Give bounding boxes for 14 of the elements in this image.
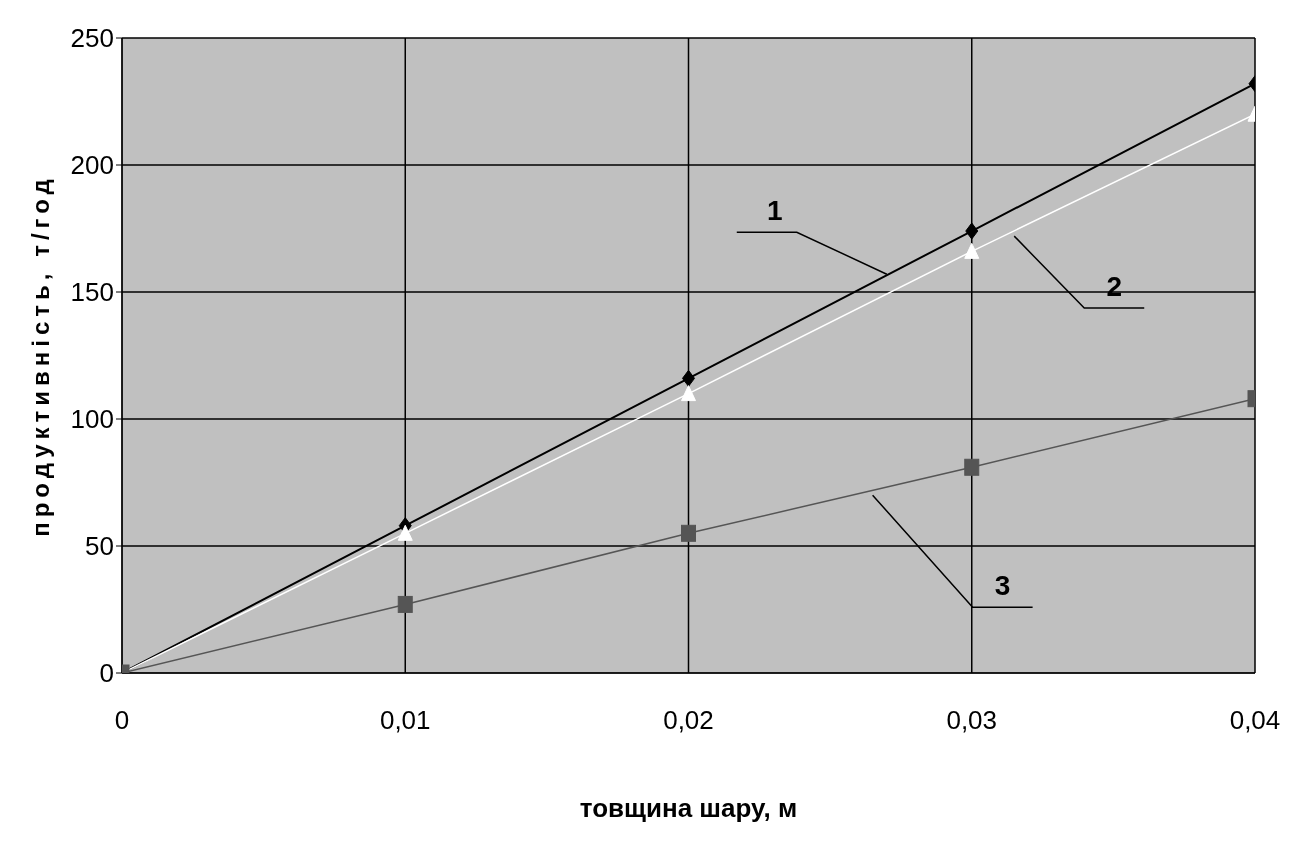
annotation: 3 (994, 570, 1011, 602)
x-tick-label: 0,03 (946, 705, 998, 736)
annotation: 1 (766, 195, 783, 227)
y-tick-label: 250 (70, 23, 114, 54)
y-tick-label: 50 (85, 531, 114, 562)
x-tick-label: 0,02 (663, 705, 714, 736)
x-tick-label: 0,01 (379, 705, 431, 736)
y-axis-title: продуктивність, т/год (26, 174, 54, 537)
x-tick-label: 0,04 (1229, 705, 1281, 736)
x-axis-title: товщина шару, м (579, 793, 798, 823)
y-tick-label: 0 (99, 658, 114, 689)
y-tick-label: 150 (70, 277, 114, 308)
y-tick-label: 100 (70, 404, 114, 435)
y-tick-label: 200 (70, 150, 114, 181)
